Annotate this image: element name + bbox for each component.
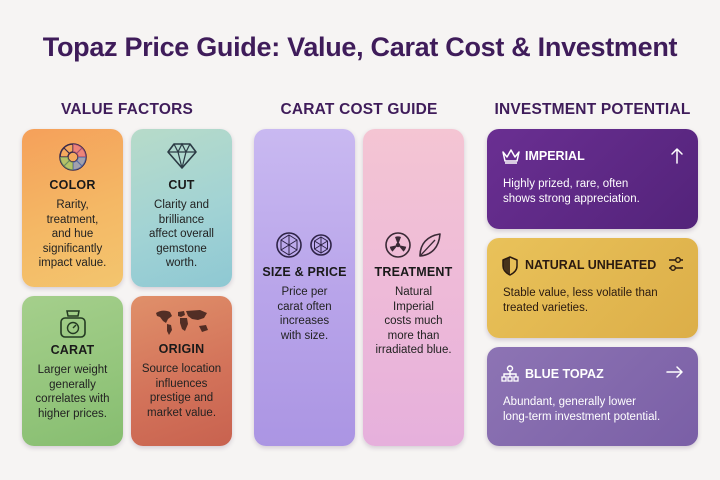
value-factor-card-cut: CUT Clarity and brilliance affect overal…	[131, 129, 232, 287]
page-title: Topaz Price Guide: Value, Carat Cost & I…	[42, 32, 678, 62]
crown-icon	[502, 149, 520, 164]
carat-guide-card-size-price: SIZE & PRICE Price per carat often incre…	[254, 129, 355, 446]
investment-label: IMPERIAL	[525, 149, 585, 163]
desc-line: with size.	[280, 329, 329, 342]
gem-circles-icon	[275, 232, 332, 258]
hierarchy-icon	[501, 365, 519, 382]
desc-line: and hue	[51, 228, 94, 240]
carat-guide-label: TREATMENT	[374, 265, 453, 279]
color-wheel-icon	[58, 143, 87, 171]
section-heading-value-factors: VALUE FACTORS	[60, 101, 194, 118]
value-factor-label: ORIGIN	[158, 342, 205, 356]
desc-line: Imperial	[393, 300, 434, 313]
desc-line: Source location	[141, 363, 222, 375]
shield-icon	[502, 256, 518, 276]
desc-line: market value.	[146, 406, 217, 419]
value-factor-card-origin: ORIGIN Source location influences presti…	[131, 296, 232, 446]
desc-line: generally	[49, 378, 96, 391]
desc-line: worth.	[165, 257, 198, 269]
desc-line: shows strong appreciation.	[503, 192, 640, 205]
desc-line: prestige and	[149, 392, 214, 404]
value-factor-card-color: COLOR Rarity, treatment, and hue signifi…	[22, 129, 123, 287]
value-factor-card-carat: CARAT Larger weight generally correlates…	[22, 296, 123, 446]
desc-line: Rarity,	[56, 199, 89, 211]
desc-line: costs much	[384, 315, 443, 327]
arrow-right-icon	[666, 366, 683, 378]
diamond-icon	[166, 142, 197, 169]
carat-guide-card-treatment: TREATMENT Natural Imperial costs much mo…	[363, 129, 464, 446]
carat-guide-label: SIZE & PRICE	[262, 265, 347, 279]
investment-card-imperial: IMPERIAL Highly prized, rare, often show…	[487, 129, 698, 229]
desc-line: correlates with	[35, 393, 110, 405]
desc-line: Clarity and	[154, 199, 209, 211]
desc-line: significantly	[42, 242, 103, 255]
desc-line: Highly prized, rare, often	[503, 178, 629, 190]
desc-line: Abundant, generally lower	[503, 396, 636, 408]
section-heading-investment-potential: INVESTMENT POTENTIAL	[494, 101, 691, 118]
desc-line: irradiated blue.	[375, 344, 452, 356]
value-factor-label: CUT	[168, 178, 195, 192]
desc-line: higher prices.	[37, 407, 108, 420]
desc-line: Stable value, less volatile than	[503, 287, 658, 299]
desc-line: impact value.	[38, 257, 107, 269]
desc-line: increases	[279, 315, 330, 327]
desc-line: treated varieties.	[503, 301, 589, 314]
investment-label: NATURAL UNHEATED	[525, 258, 657, 272]
scale-icon	[59, 310, 86, 338]
desc-line: Natural	[394, 286, 433, 298]
section-heading-carat-cost-guide: CARAT COST GUIDE	[280, 101, 438, 118]
desc-line: Price per	[281, 286, 328, 298]
desc-line: Larger weight	[37, 364, 108, 376]
desc-line: carat often	[277, 300, 332, 313]
desc-line: more than	[387, 329, 440, 342]
value-factor-label: COLOR	[49, 178, 96, 192]
investment-label: BLUE TOPAZ	[525, 367, 604, 381]
radiation-leaf-icon	[384, 232, 441, 258]
desc-line: long-term investment potential.	[503, 410, 661, 423]
desc-line: affect overall	[149, 228, 214, 240]
desc-line: gemstone	[156, 242, 207, 255]
sliders-icon	[669, 257, 683, 271]
arrow-up-icon	[671, 148, 683, 164]
desc-line: influences	[155, 377, 208, 390]
investment-card-blue-topaz: BLUE TOPAZ Abundant, generally lower lon…	[487, 347, 698, 446]
desc-line: brilliance	[158, 213, 205, 226]
investment-card-natural-unheated: NATURAL UNHEATED Stable value, less vola…	[487, 238, 698, 338]
value-factor-label: CARAT	[50, 343, 95, 357]
world-map-icon	[155, 310, 208, 335]
desc-line: treatment,	[46, 213, 99, 226]
